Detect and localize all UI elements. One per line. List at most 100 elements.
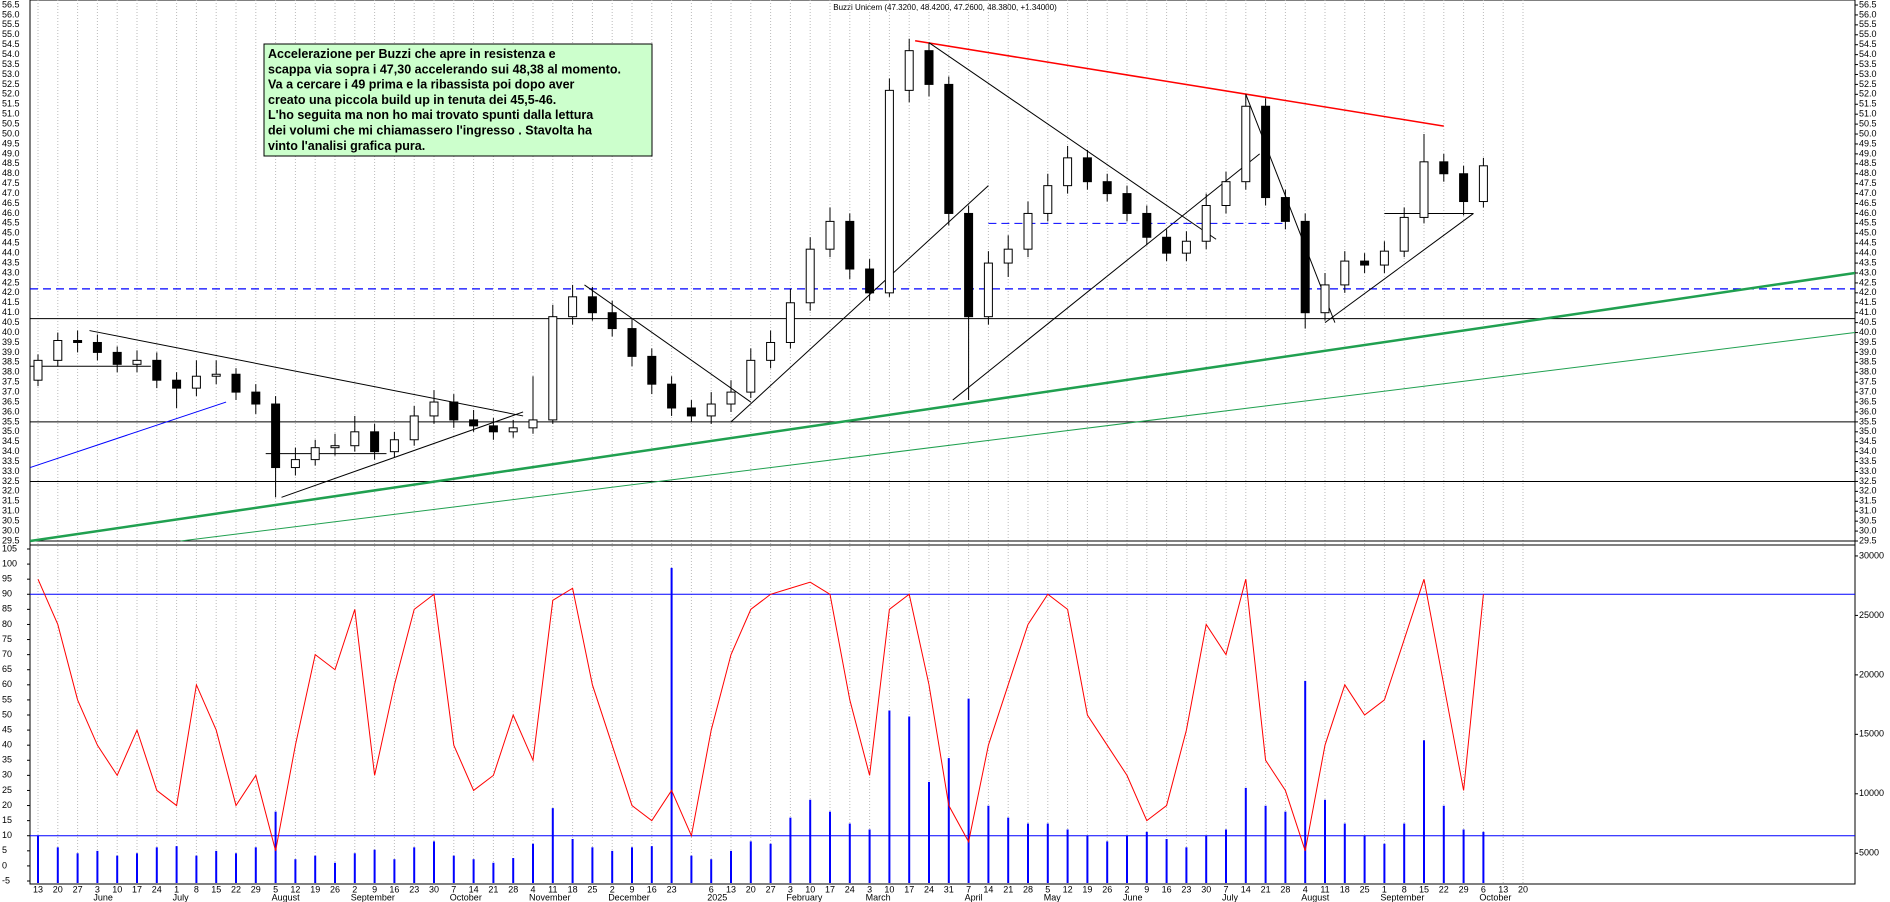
y-tick-label: 48.5: [2, 158, 20, 168]
candle-body: [389, 439, 399, 453]
candle-body: [706, 403, 716, 417]
x-tick-label: 17: [132, 884, 142, 894]
y-tick-label-right: 45.0: [1859, 228, 1877, 238]
x-tick-label: 14: [983, 884, 993, 894]
osc-tick-label: 100: [2, 558, 17, 568]
candle-body: [1221, 181, 1231, 207]
candle-body: [132, 359, 142, 365]
candle-body: [964, 212, 974, 318]
osc-tick-label: 80: [2, 619, 12, 629]
candle-body: [1261, 105, 1271, 199]
candle-body: [172, 379, 182, 389]
month-label: September: [1380, 892, 1424, 902]
trend-line: [1245, 94, 1336, 323]
y-tick-label: 35.5: [2, 416, 20, 426]
y-tick-label-right: 40.0: [1859, 327, 1877, 337]
y-tick-label: 39.0: [2, 347, 20, 357]
x-tick-label: 25: [1360, 884, 1370, 894]
candle-body: [112, 351, 122, 365]
candle-body: [1201, 205, 1211, 242]
y-tick-label-right: 36.0: [1859, 406, 1877, 416]
x-tick-label: 6: [709, 884, 714, 894]
y-tick-label: 49.5: [2, 138, 20, 148]
y-tick-label: 32.0: [2, 486, 20, 496]
y-tick-label: 52.0: [2, 89, 20, 99]
y-tick-label-right: 40.5: [1859, 317, 1877, 327]
osc-tick-label: 35: [2, 755, 12, 765]
x-tick-label: 3: [95, 884, 100, 894]
y-tick-label-right: 33.0: [1859, 466, 1877, 476]
x-tick-label: 26: [330, 884, 340, 894]
candle-body: [1023, 212, 1033, 250]
x-tick-label: 18: [568, 884, 578, 894]
y-tick-label: 38.0: [2, 367, 20, 377]
volume-tick-label: 15000: [1859, 729, 1884, 739]
y-tick-label-right: 38.0: [1859, 367, 1877, 377]
x-tick-label: 24: [924, 884, 934, 894]
month-label: August: [272, 892, 301, 902]
candle-body: [1162, 236, 1172, 254]
y-tick-label: 45.5: [2, 218, 20, 228]
candle-body: [370, 431, 380, 453]
month-label: May: [1044, 892, 1062, 902]
x-tick-label: 15: [1419, 884, 1429, 894]
osc-tick-label: 20: [2, 800, 12, 810]
x-tick-label: 30: [1201, 884, 1211, 894]
oscillator-line: [37, 578, 1484, 851]
osc-tick-label: 90: [2, 589, 12, 599]
y-tick-label-right: 45.5: [1859, 218, 1877, 228]
osc-tick-label: 0: [2, 860, 7, 870]
candle-body: [488, 425, 498, 433]
x-tick-label: 19: [310, 884, 320, 894]
y-tick-label-right: 41.0: [1859, 307, 1877, 317]
candle-body: [726, 391, 736, 405]
y-tick-label: 39.5: [2, 337, 20, 347]
candle-body: [310, 447, 320, 461]
osc-tick-label: 70: [2, 649, 12, 659]
candle-body: [1003, 248, 1013, 264]
y-tick-label-right: 51.5: [1859, 99, 1877, 109]
candle-body: [587, 296, 597, 314]
y-tick-label: 46.0: [2, 208, 20, 218]
x-tick-label: 20: [53, 884, 63, 894]
y-tick-label-right: 54.0: [1859, 49, 1877, 59]
x-tick-label: 8: [194, 884, 199, 894]
candle-body: [528, 419, 538, 429]
y-tick-label-right: 44.0: [1859, 248, 1877, 258]
y-tick-label: 45.0: [2, 228, 20, 238]
y-tick-label: 33.5: [2, 456, 20, 466]
y-tick-label: 54.5: [2, 39, 20, 49]
annotation-line: creato una piccola build up in tenuta de…: [268, 93, 556, 107]
y-tick-label-right: 31.0: [1859, 506, 1877, 516]
y-tick-label-right: 44.5: [1859, 238, 1877, 248]
y-tick-label-right: 47.0: [1859, 188, 1877, 198]
candle-body: [1181, 240, 1191, 254]
volume-tick-label: 20000: [1859, 669, 1884, 679]
candle-body: [53, 339, 63, 361]
y-tick-label-right: 39.0: [1859, 347, 1877, 357]
x-tick-label: 13: [726, 884, 736, 894]
month-label: December: [608, 892, 650, 902]
x-tick-label: 8: [1402, 884, 1407, 894]
y-tick-label-right: 46.5: [1859, 198, 1877, 208]
x-tick-label: 16: [389, 884, 399, 894]
osc-tick-label: 30: [2, 770, 12, 780]
trend-line: [928, 42, 1217, 240]
y-tick-label: 34.0: [2, 446, 20, 456]
y-tick-label-right: 32.0: [1859, 486, 1877, 496]
x-tick-label: 24: [152, 884, 162, 894]
x-tick-label: 10: [884, 884, 894, 894]
x-tick-label: 16: [1162, 884, 1172, 894]
candle-body: [904, 50, 914, 91]
trend-line: [915, 39, 1444, 127]
month-label: March: [866, 892, 891, 902]
y-tick-label: 56.0: [2, 9, 20, 19]
osc-tick-label: 55: [2, 694, 12, 704]
x-tick-label: 10: [112, 884, 122, 894]
trend-line: [29, 401, 227, 469]
candle-body: [667, 383, 677, 409]
y-tick-label: 37.5: [2, 377, 20, 387]
x-tick-label: 3: [867, 884, 872, 894]
candle-body: [686, 407, 696, 417]
trend-line: [730, 185, 989, 423]
